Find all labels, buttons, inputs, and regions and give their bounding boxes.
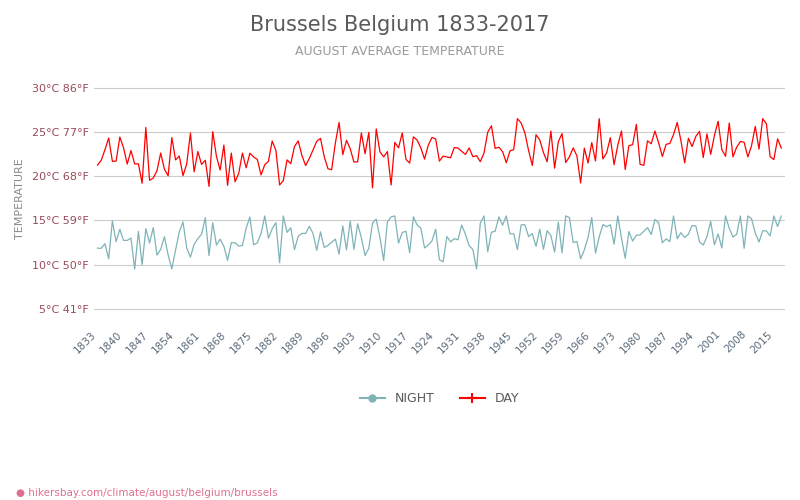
Text: ● hikersbay.com/climate/august/belgium/brussels: ● hikersbay.com/climate/august/belgium/b… xyxy=(16,488,278,498)
Text: Brussels Belgium 1833-2017: Brussels Belgium 1833-2017 xyxy=(250,15,550,35)
Legend: NIGHT, DAY: NIGHT, DAY xyxy=(354,387,524,410)
Text: AUGUST AVERAGE TEMPERATURE: AUGUST AVERAGE TEMPERATURE xyxy=(295,45,505,58)
Y-axis label: TEMPERATURE: TEMPERATURE xyxy=(15,158,25,238)
